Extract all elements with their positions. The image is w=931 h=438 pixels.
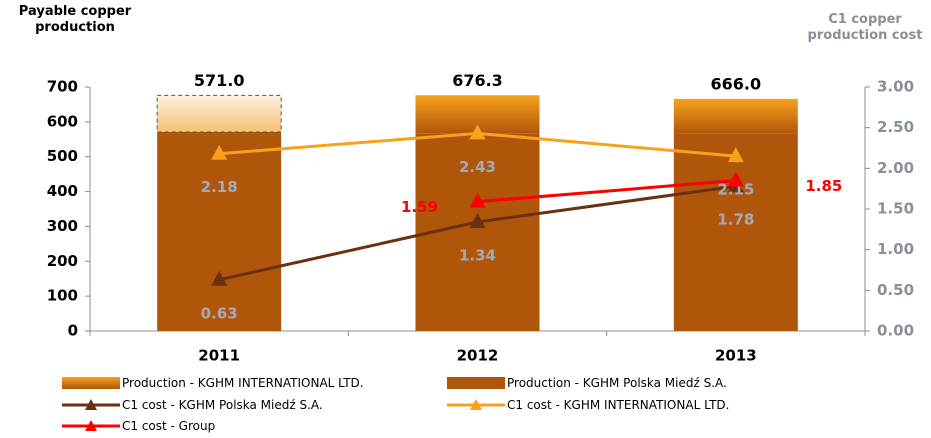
data-label: 1.34 bbox=[459, 247, 496, 265]
legend-item: Production - KGHM Polska Miedź S.A. bbox=[447, 376, 727, 390]
bar-segment bbox=[673, 98, 798, 134]
bar-total-label: 571.0 bbox=[194, 71, 245, 90]
y-tick-label: 300 bbox=[47, 217, 78, 235]
bar bbox=[157, 131, 282, 331]
legend-swatch bbox=[62, 399, 120, 410]
x-tick-label: 2013 bbox=[715, 347, 757, 365]
data-label: 1.59 bbox=[401, 198, 438, 216]
line bbox=[477, 179, 736, 204]
legend-label: C1 cost - Group bbox=[122, 419, 216, 433]
legend-item: C1 cost - KGHM INTERNATIONAL LTD. bbox=[447, 398, 729, 412]
y-tick-label: 400 bbox=[47, 182, 78, 200]
marker bbox=[469, 213, 486, 229]
legend-label: Production - KGHM INTERNATIONAL LTD. bbox=[122, 376, 364, 390]
data-label: 2.18 bbox=[201, 178, 238, 196]
y2-tick-label: 1.00 bbox=[877, 240, 914, 258]
y-axis-title: Payable copper production bbox=[18, 4, 132, 35]
legend-label: C1 cost - KGHM INTERNATIONAL LTD. bbox=[507, 398, 730, 412]
legend-item: C1 cost - KGHM Polska Miedź S.A. bbox=[62, 398, 323, 412]
data-label: 2.43 bbox=[459, 158, 496, 176]
y2-tick-label: 0.00 bbox=[877, 322, 914, 340]
chart: 0 100 200 300 400 500 600 700 0.00 0.50 1.00 1.50 2.… bbox=[47, 71, 914, 365]
y-tick-label: 0 bbox=[68, 322, 78, 340]
y2-axis-title: C1 copper production cost bbox=[807, 12, 923, 43]
bar-total-label: 666.0 bbox=[711, 74, 762, 93]
y-tick-label: 600 bbox=[47, 112, 78, 130]
x-tick-label: 2011 bbox=[198, 347, 240, 365]
y2-tick-label: 2.50 bbox=[877, 118, 914, 136]
legend-item: C1 cost - Group bbox=[62, 419, 215, 433]
bar bbox=[673, 133, 798, 331]
y2-tick-label: 0.50 bbox=[877, 281, 914, 299]
y-tick-label: 500 bbox=[47, 147, 78, 165]
y2-tick-label: 1.50 bbox=[877, 200, 914, 218]
legend-swatch bbox=[447, 399, 505, 410]
y2-tick-label: 3.00 bbox=[877, 78, 914, 96]
data-label: 1.85 bbox=[805, 177, 842, 195]
y-tick-label: 700 bbox=[47, 78, 78, 96]
legend-label: C1 cost - KGHM Polska Miedź S.A. bbox=[122, 398, 323, 412]
data-label: 0.63 bbox=[201, 304, 238, 322]
marker bbox=[211, 270, 228, 286]
marker bbox=[469, 192, 486, 208]
legend-swatch bbox=[447, 377, 505, 389]
bar-total-label: 676.3 bbox=[452, 71, 503, 90]
data-label: 2.15 bbox=[717, 181, 754, 199]
legend-swatch bbox=[62, 377, 120, 389]
legend-swatch bbox=[62, 420, 120, 431]
marker bbox=[211, 144, 228, 160]
y-tick-label: 200 bbox=[47, 252, 78, 270]
bar-segment bbox=[156, 94, 282, 133]
y-tick-label: 100 bbox=[47, 287, 78, 305]
data-label: 1.78 bbox=[717, 211, 754, 229]
legend-label: Production - KGHM Polska Miedź S.A. bbox=[507, 376, 727, 390]
y2-tick-label: 2.00 bbox=[877, 159, 914, 177]
legend-item: Production - KGHM INTERNATIONAL LTD. bbox=[62, 376, 364, 390]
marker bbox=[727, 147, 744, 163]
marker bbox=[469, 124, 486, 140]
marker bbox=[727, 171, 744, 187]
x-tick-label: 2012 bbox=[457, 347, 499, 365]
